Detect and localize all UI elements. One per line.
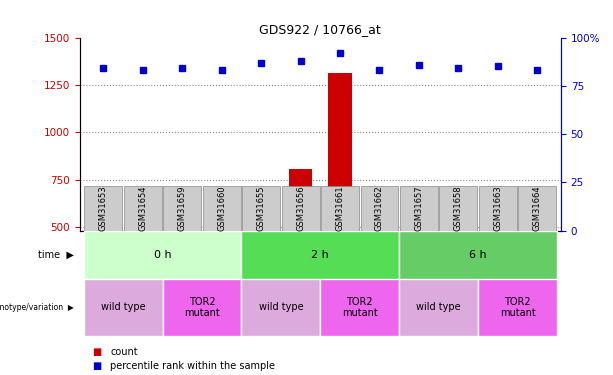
Bar — [124, 186, 162, 231]
Bar — [242, 231, 399, 279]
Text: ■: ■ — [92, 361, 101, 370]
Text: 2 h: 2 h — [311, 250, 329, 260]
Text: GSM31662: GSM31662 — [375, 185, 384, 231]
Bar — [478, 279, 557, 336]
Bar — [321, 279, 399, 336]
Bar — [407, 208, 431, 231]
Bar — [440, 186, 478, 231]
Text: count: count — [110, 347, 138, 357]
Bar — [203, 186, 241, 231]
Text: percentile rank within the sample: percentile rank within the sample — [110, 361, 275, 370]
Bar — [368, 201, 391, 231]
Text: GSM31654: GSM31654 — [139, 186, 147, 231]
Bar — [242, 279, 321, 336]
Bar — [289, 169, 313, 231]
Bar — [170, 216, 194, 231]
Text: genotype/variation  ▶: genotype/variation ▶ — [0, 303, 74, 312]
Bar — [479, 186, 517, 231]
Bar — [249, 201, 273, 231]
Bar — [163, 186, 201, 231]
Text: GSM31663: GSM31663 — [493, 185, 502, 231]
Text: GSM31656: GSM31656 — [296, 185, 305, 231]
Bar — [519, 186, 556, 231]
Text: GSM31664: GSM31664 — [533, 185, 542, 231]
Bar — [446, 219, 470, 231]
Bar — [360, 186, 398, 231]
Text: TOR2
mutant: TOR2 mutant — [500, 297, 535, 318]
Bar — [210, 223, 234, 231]
Bar — [399, 279, 478, 336]
Bar — [91, 224, 115, 231]
Text: 0 h: 0 h — [154, 250, 171, 260]
Text: TOR2
mutant: TOR2 mutant — [342, 297, 378, 318]
Text: GSM31660: GSM31660 — [217, 185, 226, 231]
Text: TOR2
mutant: TOR2 mutant — [184, 297, 220, 318]
Bar — [242, 186, 280, 231]
Bar — [131, 226, 154, 231]
Bar — [328, 74, 352, 231]
Text: 6 h: 6 h — [470, 250, 487, 260]
Text: GSM31659: GSM31659 — [178, 186, 187, 231]
Text: GSM31655: GSM31655 — [257, 186, 265, 231]
Bar — [83, 279, 162, 336]
Text: wild type: wild type — [101, 303, 145, 312]
Text: GSM31657: GSM31657 — [414, 185, 424, 231]
Bar — [85, 186, 122, 231]
Bar — [321, 186, 359, 231]
Text: wild type: wild type — [259, 303, 303, 312]
Bar — [525, 218, 549, 231]
Bar — [83, 231, 242, 279]
Bar — [400, 186, 438, 231]
Bar — [486, 204, 509, 231]
Text: GSM31661: GSM31661 — [335, 185, 345, 231]
Text: GSM31653: GSM31653 — [99, 185, 108, 231]
Bar — [162, 279, 242, 336]
Text: wild type: wild type — [416, 303, 461, 312]
Text: time  ▶: time ▶ — [37, 250, 74, 260]
Text: ■: ■ — [92, 347, 101, 357]
Text: GSM31658: GSM31658 — [454, 185, 463, 231]
Bar — [281, 186, 319, 231]
Bar — [399, 231, 557, 279]
Title: GDS922 / 10766_at: GDS922 / 10766_at — [259, 23, 381, 36]
